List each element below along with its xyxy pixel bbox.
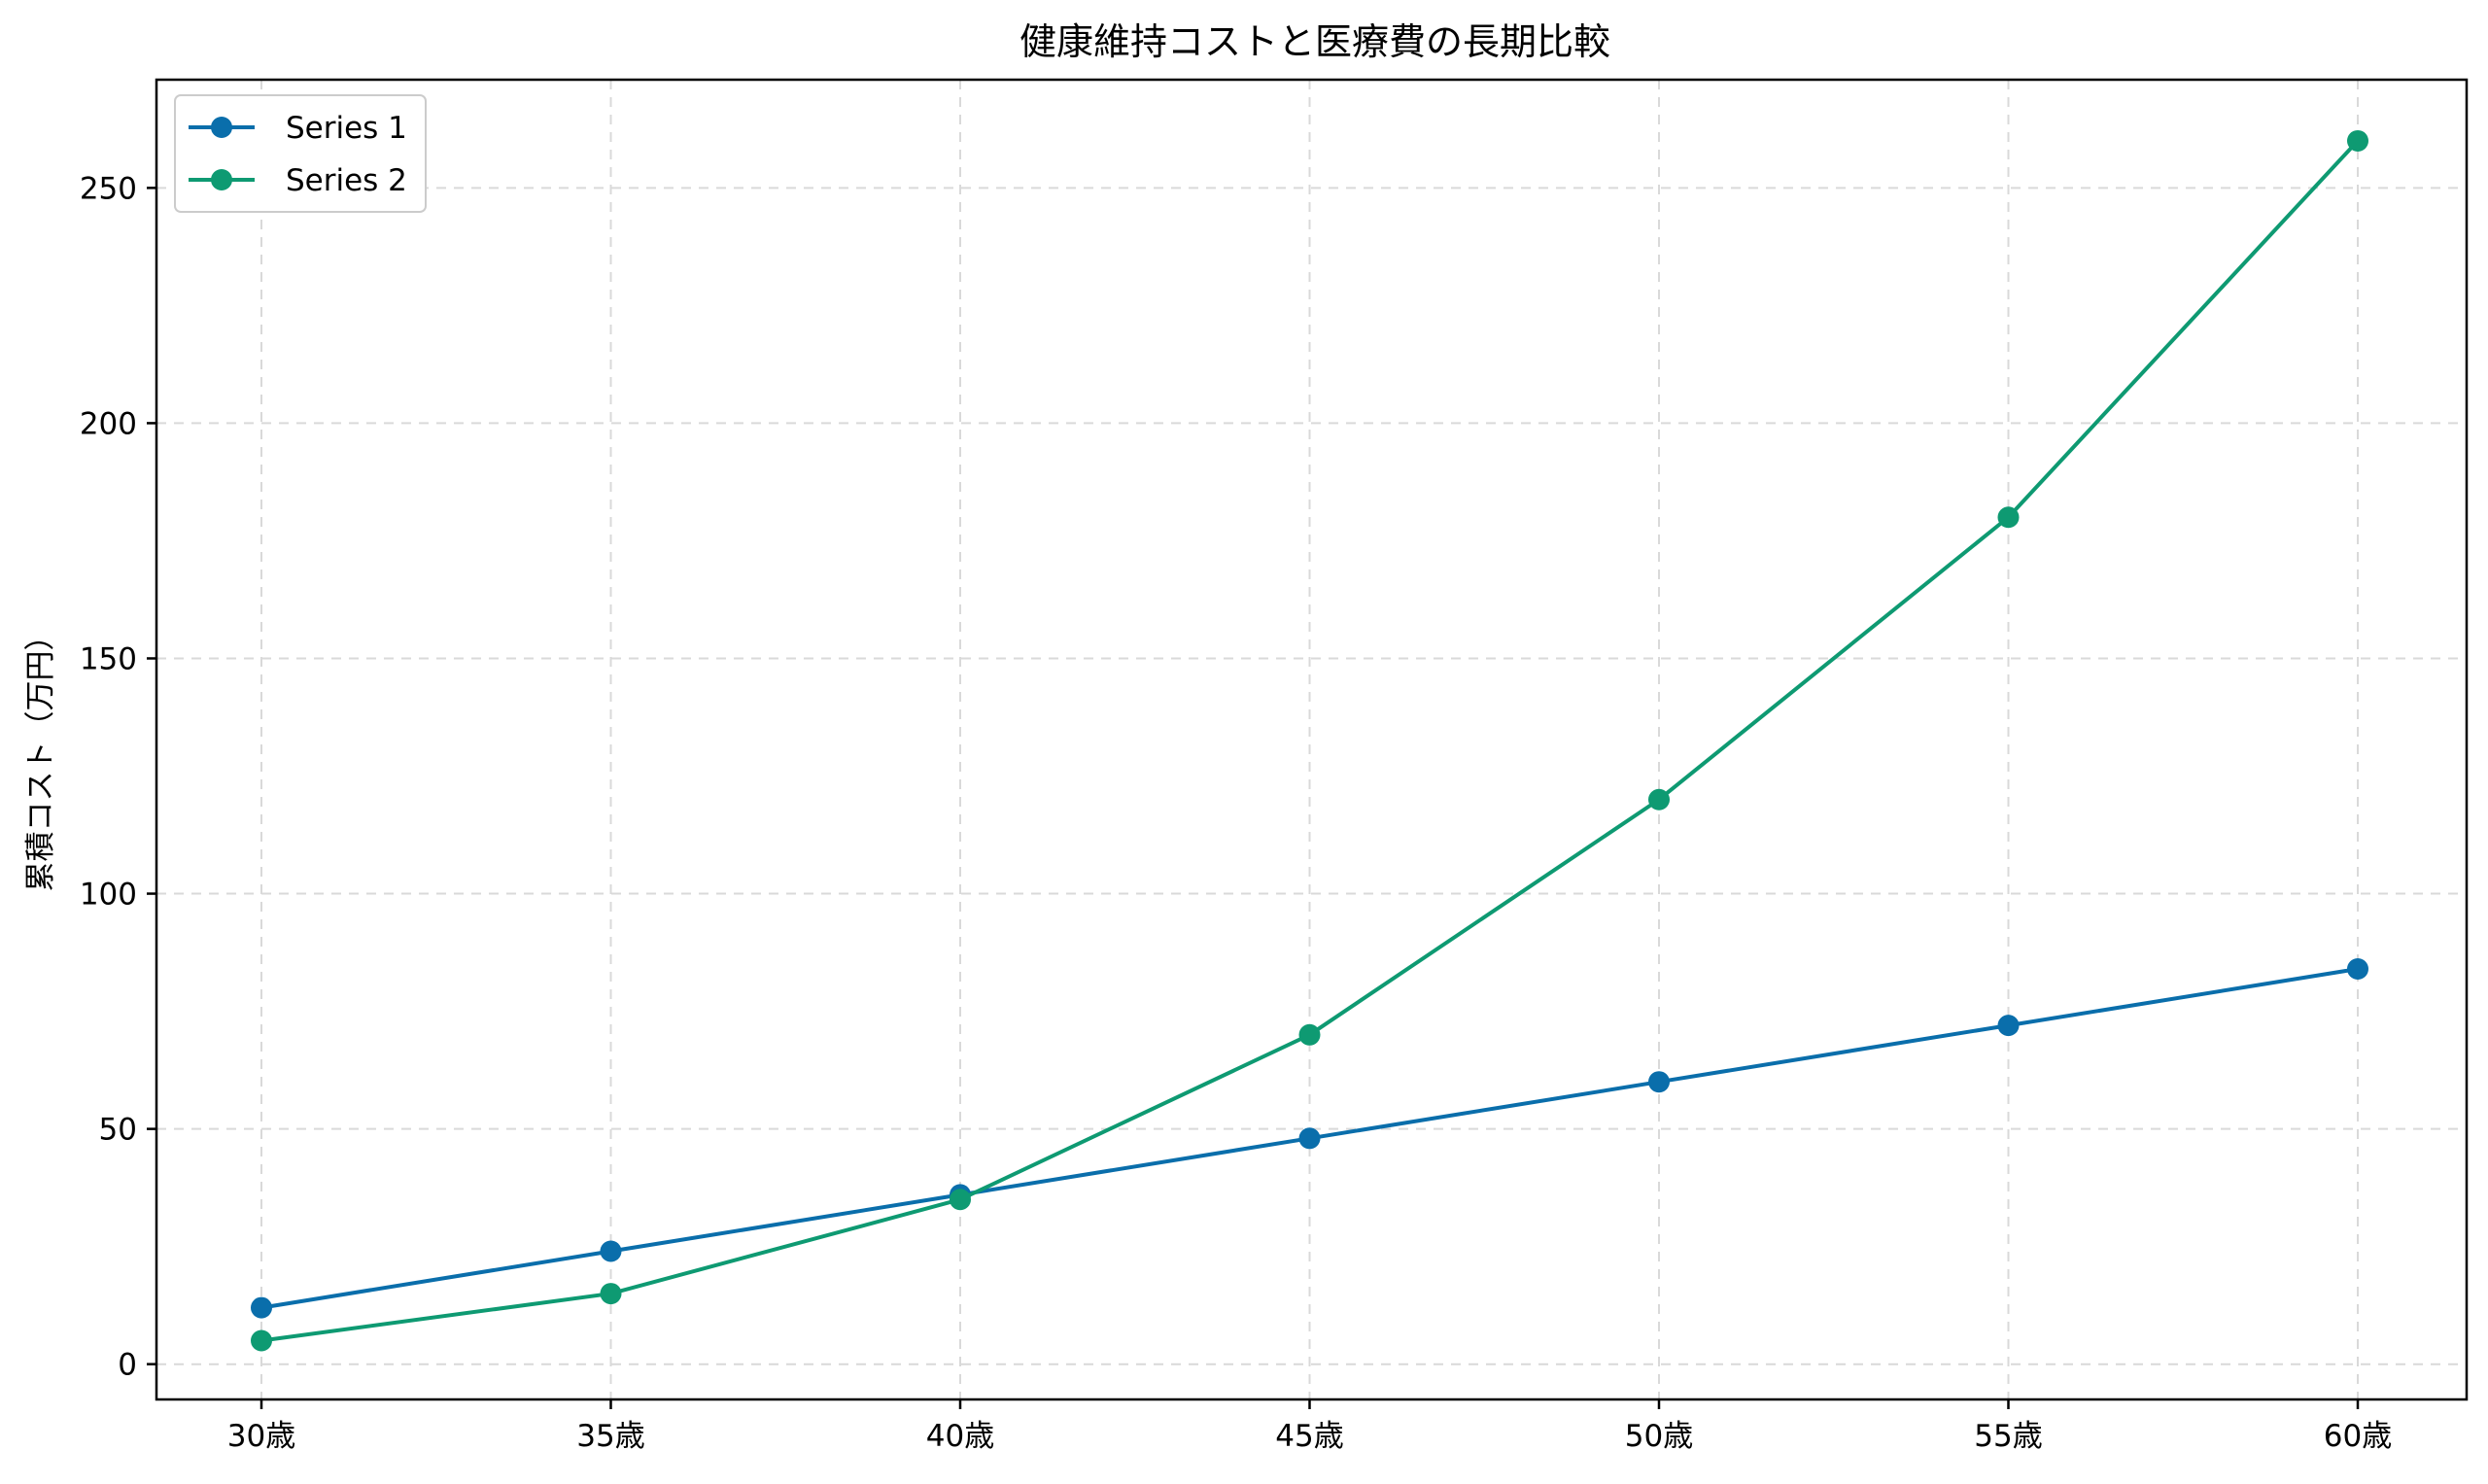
legend-label: Series 2	[286, 163, 407, 198]
series-2-point	[1648, 788, 1670, 811]
x-tick-label: 30歳	[227, 1419, 295, 1454]
legend-label: Series 1	[286, 111, 407, 146]
plot-area-frame	[155, 78, 2469, 1401]
series-1-point	[1298, 1127, 1321, 1150]
series-1-point	[600, 1240, 622, 1262]
series-2-point	[950, 1189, 971, 1211]
x-tick-label: 55歳	[1974, 1419, 2042, 1454]
x-tick-label: 50歳	[1625, 1419, 1693, 1454]
grid-layer	[156, 80, 2467, 1399]
x-tick-label: 60歳	[2324, 1419, 2392, 1454]
x-axis: 30歳 35歳 40歳 45歳 50歳 55歳 60歳	[227, 1399, 2392, 1454]
y-tick-label: 150	[80, 641, 137, 676]
series-2-point	[600, 1283, 622, 1305]
series-2-point	[1298, 1023, 1321, 1046]
series-2-point	[1997, 506, 2020, 529]
series-2-line	[259, 138, 2360, 1343]
legend-entry: Series 1	[189, 111, 407, 146]
series-1-point	[2347, 958, 2368, 981]
x-tick-label: 40歳	[926, 1419, 994, 1454]
y-tick-label: 250	[80, 171, 137, 206]
legend-marker	[211, 117, 232, 138]
legend-entry: Series 2	[189, 163, 407, 198]
series-2-point	[2347, 129, 2368, 152]
legend: Series 1 Series 2	[174, 94, 427, 213]
y-tick-label: 0	[118, 1348, 137, 1383]
series-1	[251, 958, 2368, 1319]
series-2-point	[251, 1329, 272, 1352]
y-tick-label: 50	[99, 1113, 137, 1148]
y-axis: 0 50 100 150 200 250	[80, 171, 156, 1383]
y-tick-label: 100	[80, 878, 137, 913]
series-1-point	[1997, 1015, 2020, 1037]
y-axis-label: 累積コスト（万円）	[23, 621, 58, 892]
y-tick-label: 200	[80, 406, 137, 441]
legend-items: Series 1 Series 2	[189, 111, 407, 198]
x-tick-label: 45歳	[1275, 1419, 1343, 1454]
series-2	[251, 129, 2368, 1352]
legend-marker	[211, 169, 232, 190]
x-tick-label: 35歳	[576, 1419, 644, 1454]
legend-box	[174, 94, 427, 213]
series-1-point	[251, 1296, 272, 1319]
chart-title: 健康維持コストと医療費の長期比較	[1019, 20, 1610, 63]
series-1-point	[1648, 1071, 1670, 1093]
series-layer	[251, 129, 2368, 1352]
